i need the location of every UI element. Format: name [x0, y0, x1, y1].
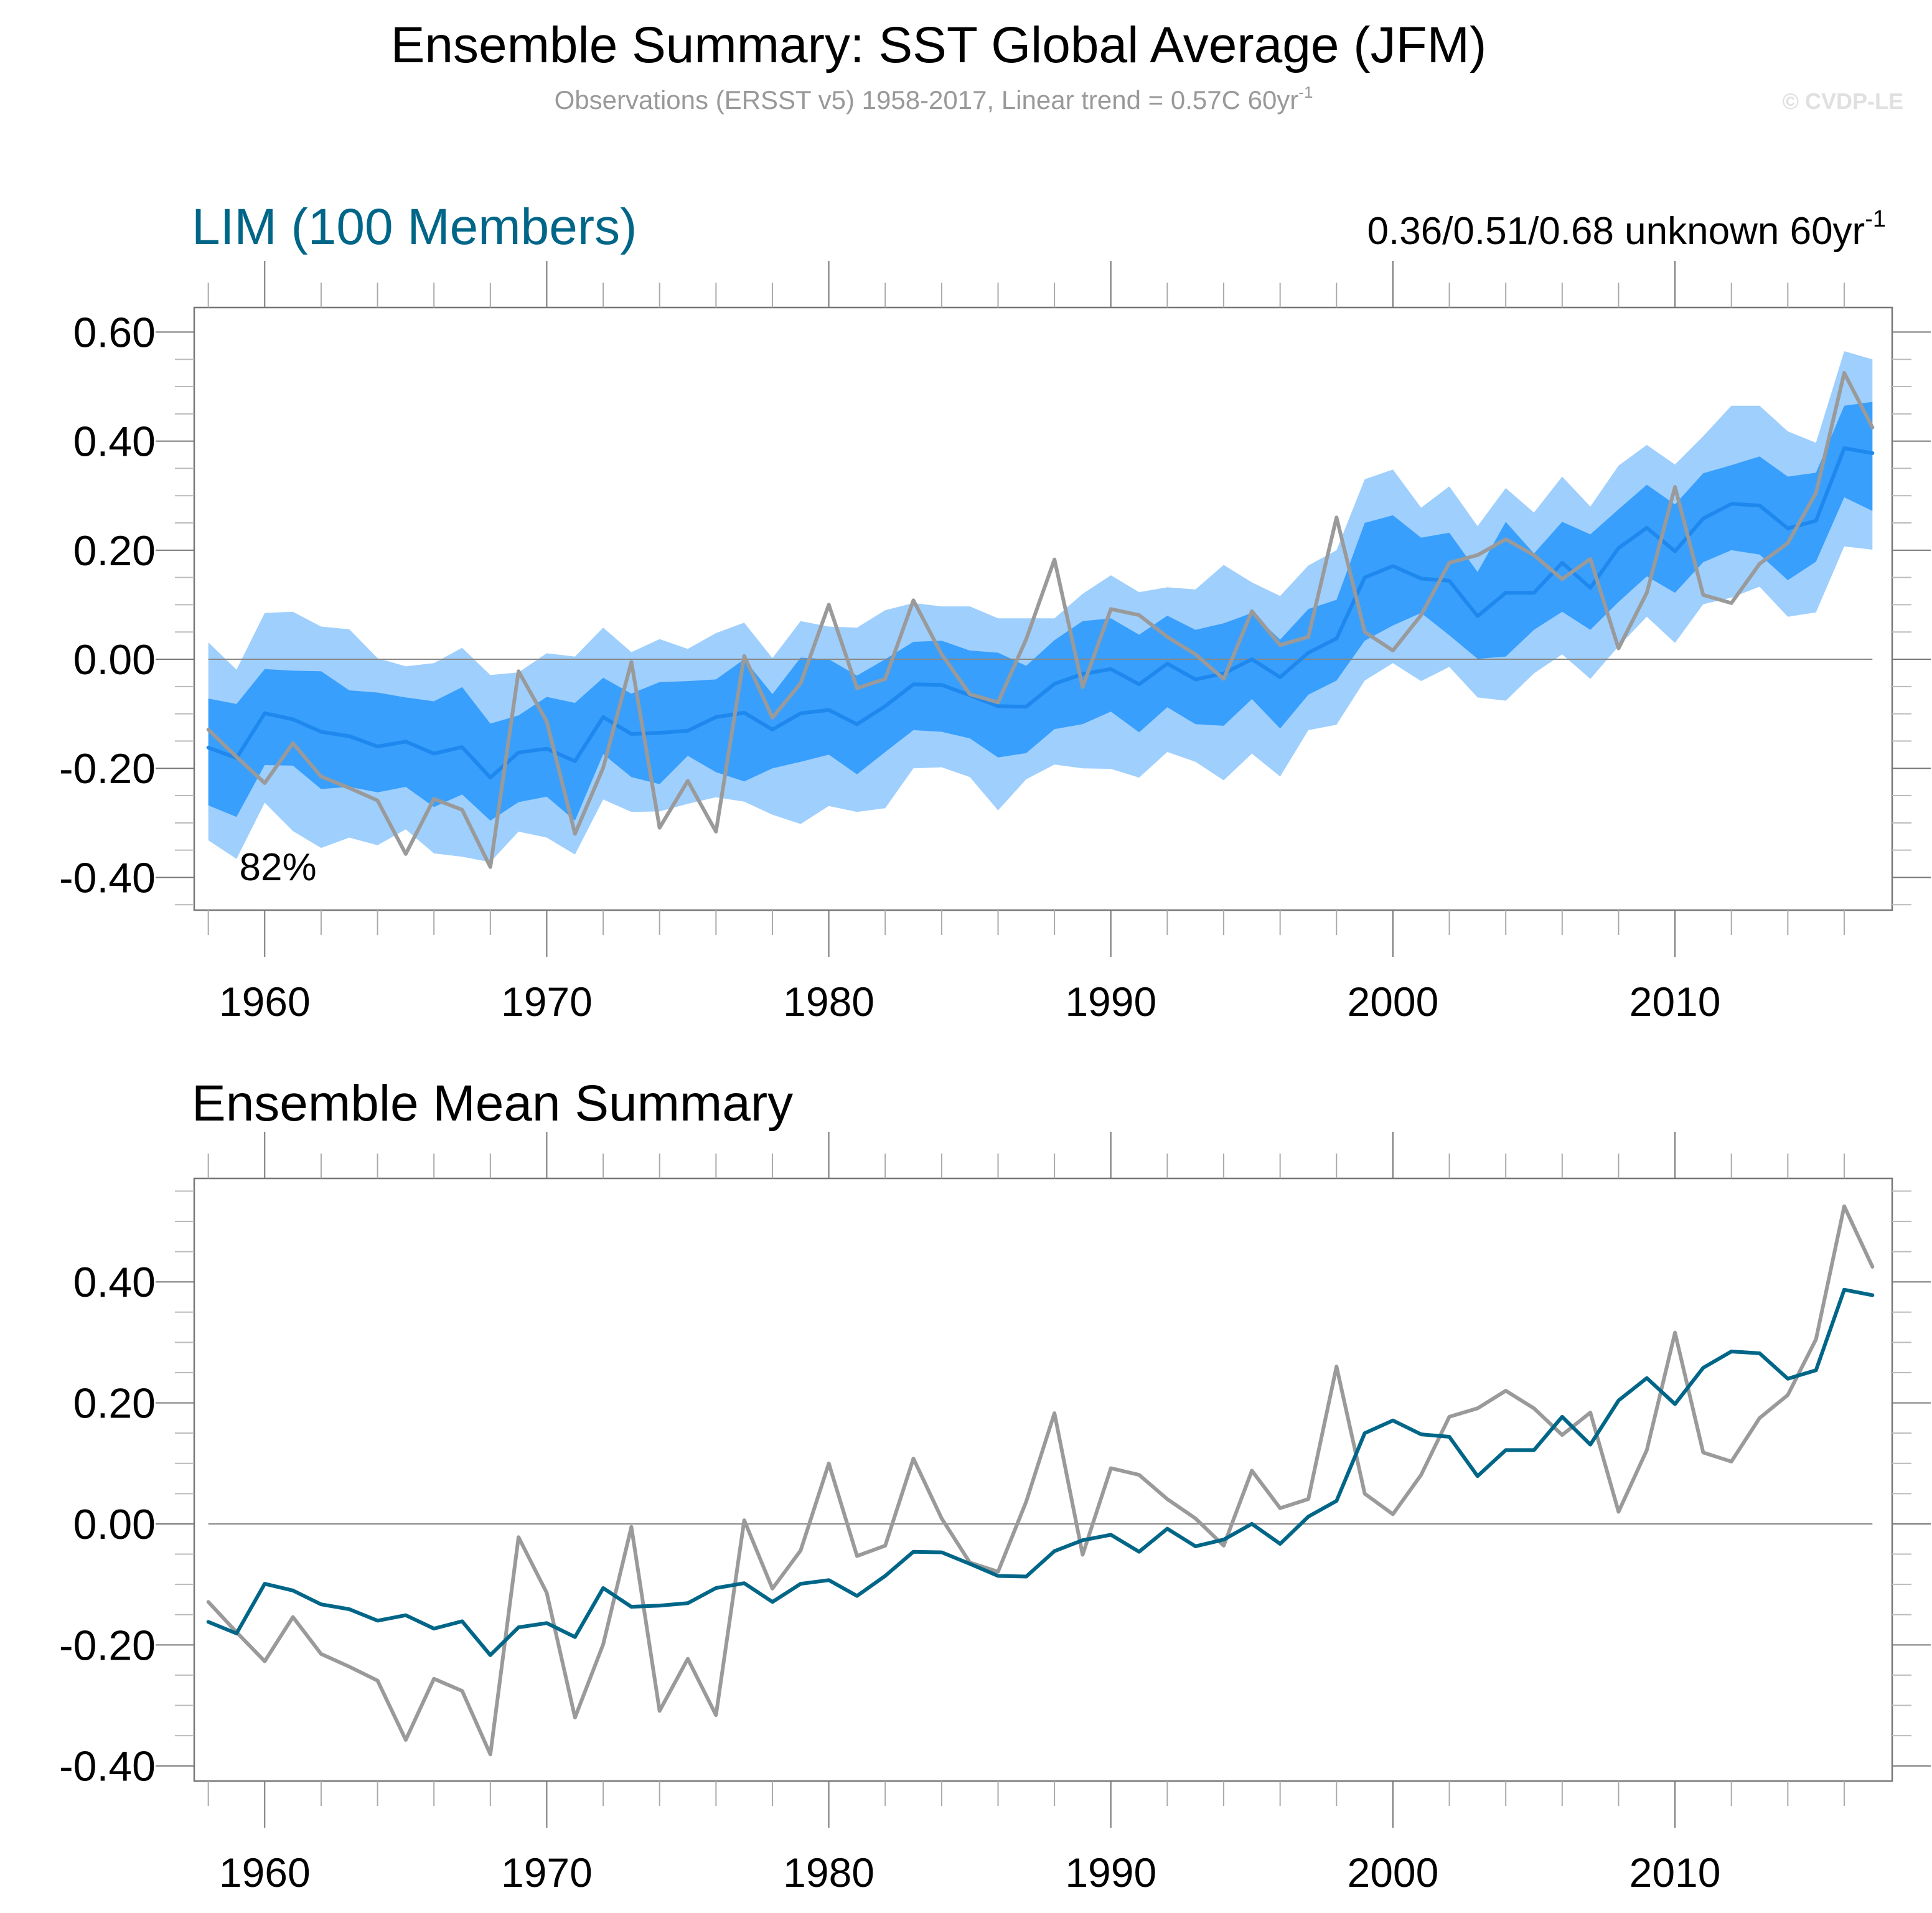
x-tick-label: 2000 [1347, 1850, 1438, 1896]
y-tick-label: 0.00 [73, 1501, 156, 1548]
trend-label-superscript: -1 [1865, 206, 1886, 232]
trend-label-text: 0.36/0.51/0.68 unknown 60yr [1367, 210, 1865, 253]
x-tick-label: 1960 [219, 979, 311, 1025]
y-tick-label: 0.40 [73, 418, 156, 466]
inner-spread-band [208, 402, 1873, 821]
y-tick-label: -0.20 [59, 745, 156, 792]
plot-frame [193, 1177, 1893, 1782]
x-tick-label: 1990 [1065, 979, 1156, 1025]
y-tick-label: -0.40 [59, 1743, 156, 1790]
x-tick-label: 1970 [501, 1850, 593, 1896]
x-tick-label: 1980 [783, 979, 875, 1025]
watermark: © CVDP-LE [1782, 88, 1903, 114]
figure-subtitle: Observations (ERSST v5) 1958-2017, Linea… [555, 83, 1313, 115]
subtitle-text: Observations (ERSST v5) 1958-2017, Linea… [555, 85, 1299, 115]
observations-line [206, 371, 1875, 869]
subtitle-superscript: -1 [1298, 83, 1313, 101]
trend-label: 0.36/0.51/0.68 unknown 60yr-1 [1367, 206, 1887, 253]
x-tick-label: 1990 [1065, 1850, 1156, 1896]
observations-line [206, 1204, 1875, 1757]
x-tick-label: 1980 [783, 1850, 875, 1896]
bottom-panel-title: Ensemble Mean Summary [192, 1075, 793, 1132]
figure-title: Ensemble Summary: SST Global Average (JF… [391, 17, 1487, 73]
percent-annotation: 82% [240, 846, 317, 889]
y-tick-label: 0.00 [73, 636, 156, 684]
y-tick-label: -0.40 [59, 854, 156, 901]
x-tick-label: 2010 [1630, 1850, 1721, 1896]
ensemble-mean-line [206, 1287, 1875, 1657]
y-tick-label: -0.20 [59, 1622, 156, 1669]
x-tick-label: 2010 [1630, 979, 1721, 1025]
top-panel: 1960 1970 1980 1990 2000 2010 -0.40 -0.20 0.00 0.… [59, 261, 1931, 1025]
ensemble-mean-line [206, 446, 1875, 780]
x-tick-label: 2000 [1347, 979, 1438, 1025]
y-tick-label: 0.20 [73, 527, 156, 575]
top-panel-title: LIM (100 Members) [192, 199, 637, 255]
plot-frame [193, 306, 1893, 911]
y-tick-label: 0.60 [73, 309, 156, 356]
y-tick-label: 0.40 [73, 1259, 156, 1306]
x-tick-label: 1970 [501, 979, 593, 1025]
y-tick-label: 0.20 [73, 1380, 156, 1427]
bottom-panel: 1960 1970 1980 1990 2000 2010 -0.40 -0.20 0.00 0.… [59, 1132, 1931, 1896]
x-tick-label: 1960 [219, 1850, 311, 1896]
